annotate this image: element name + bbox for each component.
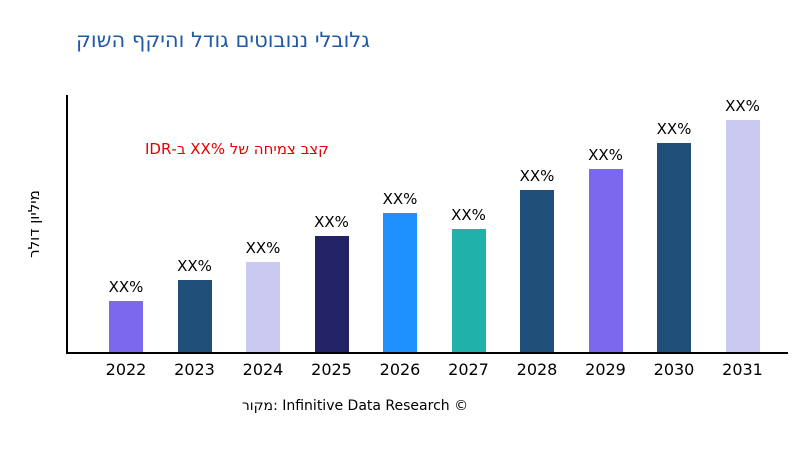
bar-value-label-2029: XX%: [588, 145, 623, 164]
bar-value-label-2022: XX%: [108, 278, 144, 296]
bar-slot-2027: XX%: [439, 97, 499, 352]
bar-value-label-2031: XX%: [725, 97, 760, 116]
x-tick-label-2022: 2022: [105, 360, 147, 379]
y-axis-label: מיליון דולר: [25, 190, 43, 258]
bar-2025: [314, 236, 349, 352]
x-tick-label-2029: 2029: [585, 360, 626, 379]
bar-slot-2031: XX%: [713, 97, 773, 352]
x-tick-label-2023: 2023: [174, 360, 215, 379]
bar-value-label-2026: XX%: [382, 189, 418, 208]
x-tick-label-2027: 2027: [448, 360, 489, 379]
bar-slot-2025: XX%: [302, 97, 362, 352]
x-tick-label-2025: 2025: [311, 360, 352, 379]
bar-2031: [725, 120, 760, 352]
bar-2028: [520, 189, 554, 352]
x-tick-label-2030: 2030: [653, 360, 695, 379]
bar-2026: [383, 212, 417, 352]
bar-2023: [177, 280, 212, 352]
bar-value-label-2024: XX%: [245, 238, 281, 257]
source-caption: מקור: Infinitive Data Research ©: [241, 398, 469, 414]
x-axis: [66, 352, 788, 354]
x-tick-label-2028: 2028: [516, 360, 558, 379]
bar-2022: [109, 301, 143, 352]
plot-area: XX% XX% XX% XX% XX% XX% XX% XX% XX% XX%: [68, 97, 788, 352]
x-tick-label-2024: 2024: [242, 360, 284, 379]
growth-rate-annotation: קצב צמיחה של XX%‎ ב-IDR: [145, 140, 329, 158]
bar-2030: [657, 143, 691, 352]
bar-slot-2028: XX%: [507, 97, 567, 352]
bar-slot-2029: XX%: [576, 97, 636, 352]
chart-title: גלובלי ננובוטים גודל והיקף השוק: [76, 28, 370, 52]
bar-slot-2026: XX%: [370, 97, 430, 352]
bar-value-label-2025: XX%: [314, 213, 349, 232]
bar-slot-2023: XX%: [165, 97, 225, 352]
x-tick-label-2026: 2026: [379, 360, 421, 379]
bar-slot-2022: XX%: [96, 97, 156, 352]
x-tick-label-2031: 2031: [722, 360, 763, 379]
bar-2027: [451, 229, 486, 352]
bar-slot-2024: XX%: [233, 97, 293, 352]
y-axis: [66, 95, 68, 354]
bar-value-label-2030: XX%: [656, 120, 692, 139]
bar-value-label-2028: XX%: [519, 166, 555, 185]
bar-value-label-2027: XX%: [451, 206, 486, 225]
bar-slot-2030: XX%: [644, 97, 704, 352]
bar-2024: [246, 261, 280, 352]
bar-2029: [588, 168, 623, 352]
bar-value-label-2023: XX%: [177, 257, 212, 276]
